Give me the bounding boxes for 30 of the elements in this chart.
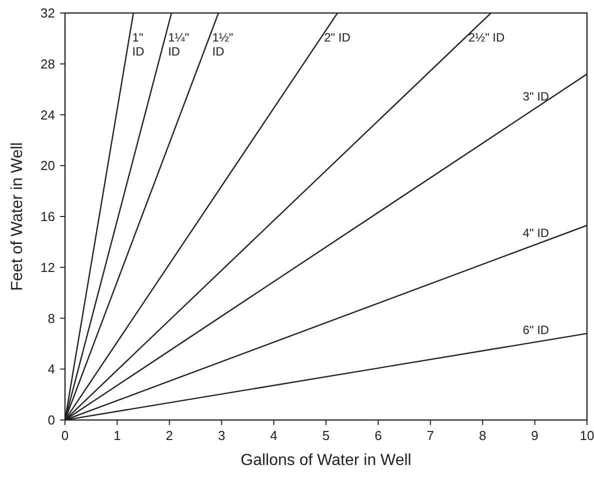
x-tick-label: 7 [426,428,434,443]
y-tick-label: 4 [48,362,55,377]
series-label: 4" ID [522,226,550,240]
x-tick-label: 9 [531,428,538,443]
y-tick-label: 24 [40,107,55,122]
x-tick-label: 10 [580,428,594,443]
y-tick-label: 32 [40,6,55,20]
x-tick-label: 0 [61,428,69,443]
x-tick-label: 6 [374,428,382,443]
x-tick-label: 1 [114,428,121,443]
x-tick-label: 8 [478,428,486,443]
series-label: 2" ID [324,30,351,44]
y-tick-label: 28 [40,56,55,72]
y-tick-label: 0 [48,412,55,428]
x-tick-label: 2 [166,428,174,443]
x-axis-title: Gallons of Water in Well [240,452,412,469]
series-label: 2½" ID [468,30,506,44]
series-label: 6" ID [522,323,550,338]
series-label: 3" ID [522,90,550,104]
x-tick-label: 3 [218,428,226,443]
y-tick-label: 12 [40,260,55,275]
y-tick-label: 16 [40,209,55,224]
series-label: 1½" ID [212,30,234,58]
y-tick-label: 8 [48,310,55,326]
series-label: 1¼" ID [168,30,190,58]
x-tick-label: 5 [322,428,330,443]
x-tick-label: 4 [270,428,278,443]
y-axis-title: Feet of Water in Well [9,142,26,291]
series-label: 1" ID [132,30,145,58]
y-tick-label: 20 [40,158,55,174]
